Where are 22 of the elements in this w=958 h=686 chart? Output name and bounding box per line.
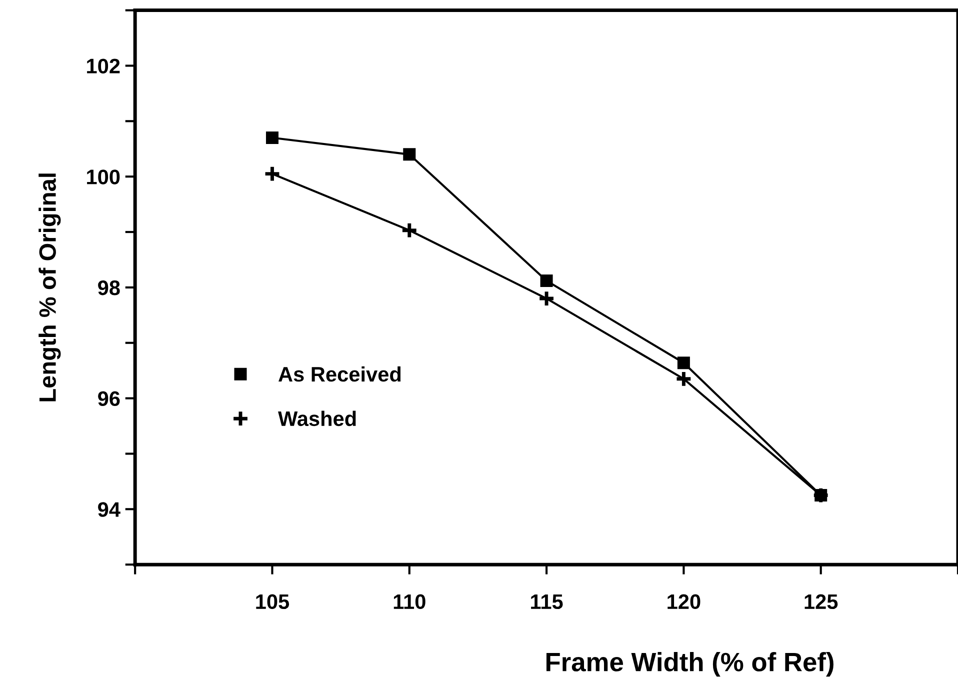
x-tick-label: 115 bbox=[531, 594, 563, 610]
point bbox=[538, 290, 556, 308]
y-tick-label: 94 bbox=[98, 502, 120, 517]
point bbox=[675, 370, 692, 388]
y-tick-label: 100 bbox=[87, 170, 120, 184]
x-tick-label: 105 bbox=[256, 594, 290, 610]
y-tick-label: 96 bbox=[98, 391, 120, 406]
x-tick-label: 125 bbox=[804, 594, 838, 610]
y-tick-label: 102 bbox=[87, 58, 120, 74]
point bbox=[540, 274, 553, 288]
x-axis-title: Frame Width (% of Ref) bbox=[546, 652, 834, 677]
x-tick-label: 120 bbox=[668, 594, 700, 610]
point bbox=[677, 356, 690, 370]
legend-label: Washed bbox=[278, 410, 356, 426]
y-tick-label: 98 bbox=[98, 280, 120, 296]
y-axis-title: Length % of Original bbox=[38, 174, 61, 402]
x-tick-label: 110 bbox=[394, 594, 426, 610]
point bbox=[264, 165, 281, 182]
point bbox=[400, 222, 418, 240]
point bbox=[266, 132, 278, 144]
legend-label: As Received bbox=[278, 366, 401, 382]
point bbox=[403, 148, 416, 161]
